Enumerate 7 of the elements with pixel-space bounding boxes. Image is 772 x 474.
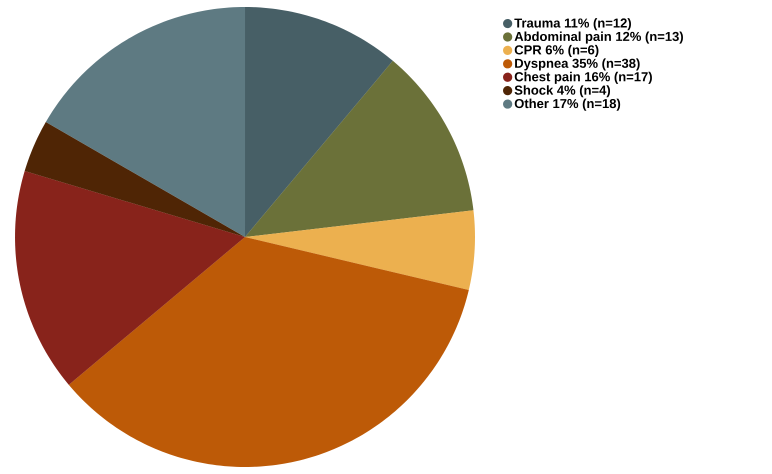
legend-label: Chest pain 16% (n=17) [514, 72, 652, 84]
legend-label: Shock 4% (n=4) [514, 85, 610, 98]
legend-label: Trauma 11% (n=12) [514, 18, 631, 30]
legend-label: Other 17% (n=18) [514, 98, 620, 111]
legend-label: Abdominal pain 12% (n=13) [514, 32, 683, 44]
legend-label: CPR 6% (n=6) [514, 44, 598, 58]
legend-label: Dyspnea 35% (n=38) [515, 58, 640, 70]
